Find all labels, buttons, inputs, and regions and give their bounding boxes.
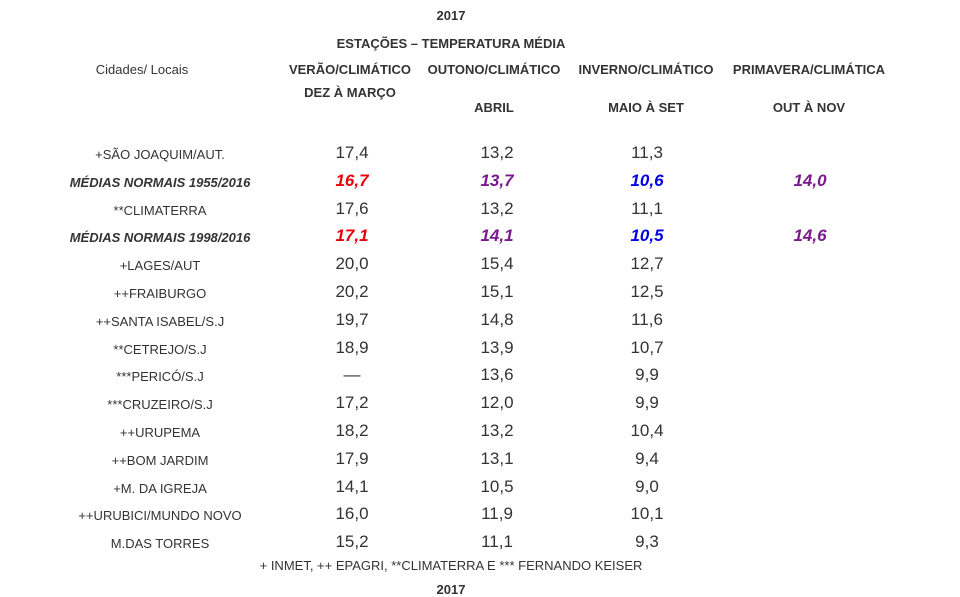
row-location: ***PERICÓ/S.J [116,369,204,384]
cell-summer: 15,2 [335,532,369,551]
source-footnote: + INMET, ++ EPAGRI, **CLIMATERRA E *** F… [259,558,643,573]
row-location: ++URUBICI/MUNDO NOVO [78,508,242,523]
cell-winter: 11,6 [631,310,663,329]
cell-autumn: 13,2 [480,421,514,440]
cell-summer: — [343,365,361,384]
cell-summer: 18,9 [335,338,369,357]
cell-winter: 11,3 [631,143,663,162]
row-location: **CLIMATERRA [113,203,207,218]
cell-winter: 9,0 [635,477,659,496]
header-locations: Cidades/ Locais [95,62,189,77]
year-heading: 2017 [436,8,466,23]
cell-winter: 9,9 [635,365,659,384]
cell-winter: 10,5 [630,226,664,245]
cell-autumn: 13,2 [480,199,514,218]
row-location: M.DAS TORRES [110,536,210,551]
header-summer: VERÃO/CLIMÁTICO [288,62,412,77]
cell-summer: 16,0 [335,504,369,523]
row-location: +M. DA IGREJA [113,481,207,496]
row-location: ++SANTA ISABEL/S.J [95,314,225,329]
cell-summer: 20,0 [335,254,369,273]
cell-autumn: 13,6 [480,365,514,384]
header-winter: INVERNO/CLIMÁTICO [578,62,714,77]
cell-autumn: 15,4 [480,254,514,273]
cell-winter: 9,3 [635,532,659,551]
cell-autumn: 11,9 [481,504,513,523]
cell-winter: 10,7 [630,338,664,357]
cell-autumn: 13,1 [480,449,514,468]
row-location: MÉDIAS NORMAIS 1998/2016 [69,230,251,245]
table-title: ESTAÇÕES – TEMPERATURA MÉDIA [336,36,566,51]
row-location: ***CRUZEIRO/S.J [107,397,213,412]
row-location: ++FRAIBURGO [113,286,207,301]
cell-summer: 17,9 [335,449,369,468]
row-location: MÉDIAS NORMAIS 1955/2016 [69,175,251,190]
header-summer-months: DEZ À MARÇO [304,85,396,100]
cell-summer: 17,1 [335,226,369,245]
cell-autumn: 14,8 [480,310,514,329]
header-spring: PRIMAVERA/CLIMÁTICA [732,62,886,77]
row-location: **CETREJO/S.J [113,342,207,357]
cell-autumn: 13,2 [480,143,514,162]
cell-winter: 12,7 [630,254,664,273]
cell-summer: 17,2 [335,393,369,412]
cell-summer: 18,2 [335,421,369,440]
cell-autumn: 10,5 [480,477,514,496]
cell-winter: 9,4 [635,449,659,468]
cell-summer: 14,1 [335,477,369,496]
cell-spring: 14,6 [793,226,827,245]
header-autumn: OUTONO/CLIMÁTICO [427,62,561,77]
row-location: ++URUPEMA [119,425,201,440]
cell-autumn: 13,7 [480,171,514,190]
cell-autumn: 11,1 [481,532,513,551]
cell-spring: 14,0 [793,171,827,190]
cell-summer: 16,7 [335,171,369,190]
header-winter-months: MAIO À SET [608,100,684,115]
cell-summer: 17,6 [335,199,369,218]
row-location: +LAGES/AUT [119,258,201,273]
cell-winter: 12,5 [630,282,664,301]
cell-summer: 19,7 [335,310,369,329]
cell-winter: 10,1 [630,504,664,523]
next-year-heading-cut: 2017 [436,582,466,597]
cell-autumn: 14,1 [480,226,514,245]
cell-winter: 10,6 [630,171,664,190]
cell-winter: 9,9 [635,393,659,412]
cell-summer: 17,4 [335,143,369,162]
cell-summer: 20,2 [335,282,369,301]
row-location: ++BOM JARDIM [111,453,209,468]
row-location: +SÃO JOAQUIM/AUT. [95,147,225,162]
cell-winter: 10,4 [630,421,664,440]
cell-autumn: 15,1 [480,282,514,301]
cell-autumn: 13,9 [480,338,514,357]
cell-winter: 11,1 [631,199,663,218]
header-spring-months: OUT À NOV [772,100,846,115]
cell-autumn: 12,0 [480,393,514,412]
header-autumn-months: ABRIL [474,100,514,115]
